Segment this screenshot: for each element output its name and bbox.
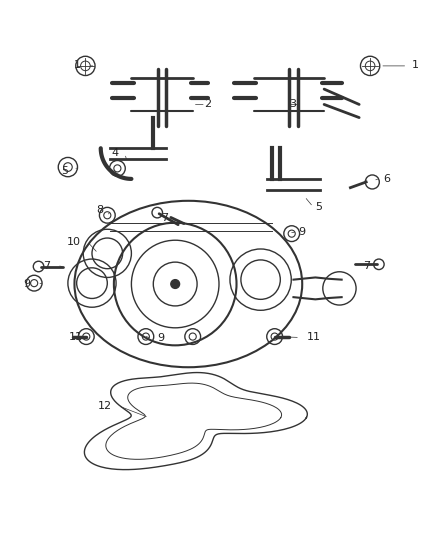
Text: 1: 1 xyxy=(412,60,419,70)
Text: 9: 9 xyxy=(298,228,305,237)
Text: 9: 9 xyxy=(158,333,165,343)
Text: 10: 10 xyxy=(67,237,81,247)
Text: 9: 9 xyxy=(24,279,31,289)
Text: 2: 2 xyxy=(204,100,211,109)
Text: 12: 12 xyxy=(98,401,112,411)
Text: 7: 7 xyxy=(364,261,371,271)
Text: 11: 11 xyxy=(307,333,321,343)
Text: 11: 11 xyxy=(69,333,83,343)
Text: 5: 5 xyxy=(61,166,68,176)
Text: 7: 7 xyxy=(162,213,169,223)
Text: 3: 3 xyxy=(289,100,296,109)
Text: 8: 8 xyxy=(96,205,103,215)
Text: 4: 4 xyxy=(111,149,118,158)
Circle shape xyxy=(171,280,180,288)
Text: 5: 5 xyxy=(315,202,322,212)
Text: 6: 6 xyxy=(383,174,390,184)
Text: 7: 7 xyxy=(43,261,50,271)
Text: 1: 1 xyxy=(74,60,81,70)
